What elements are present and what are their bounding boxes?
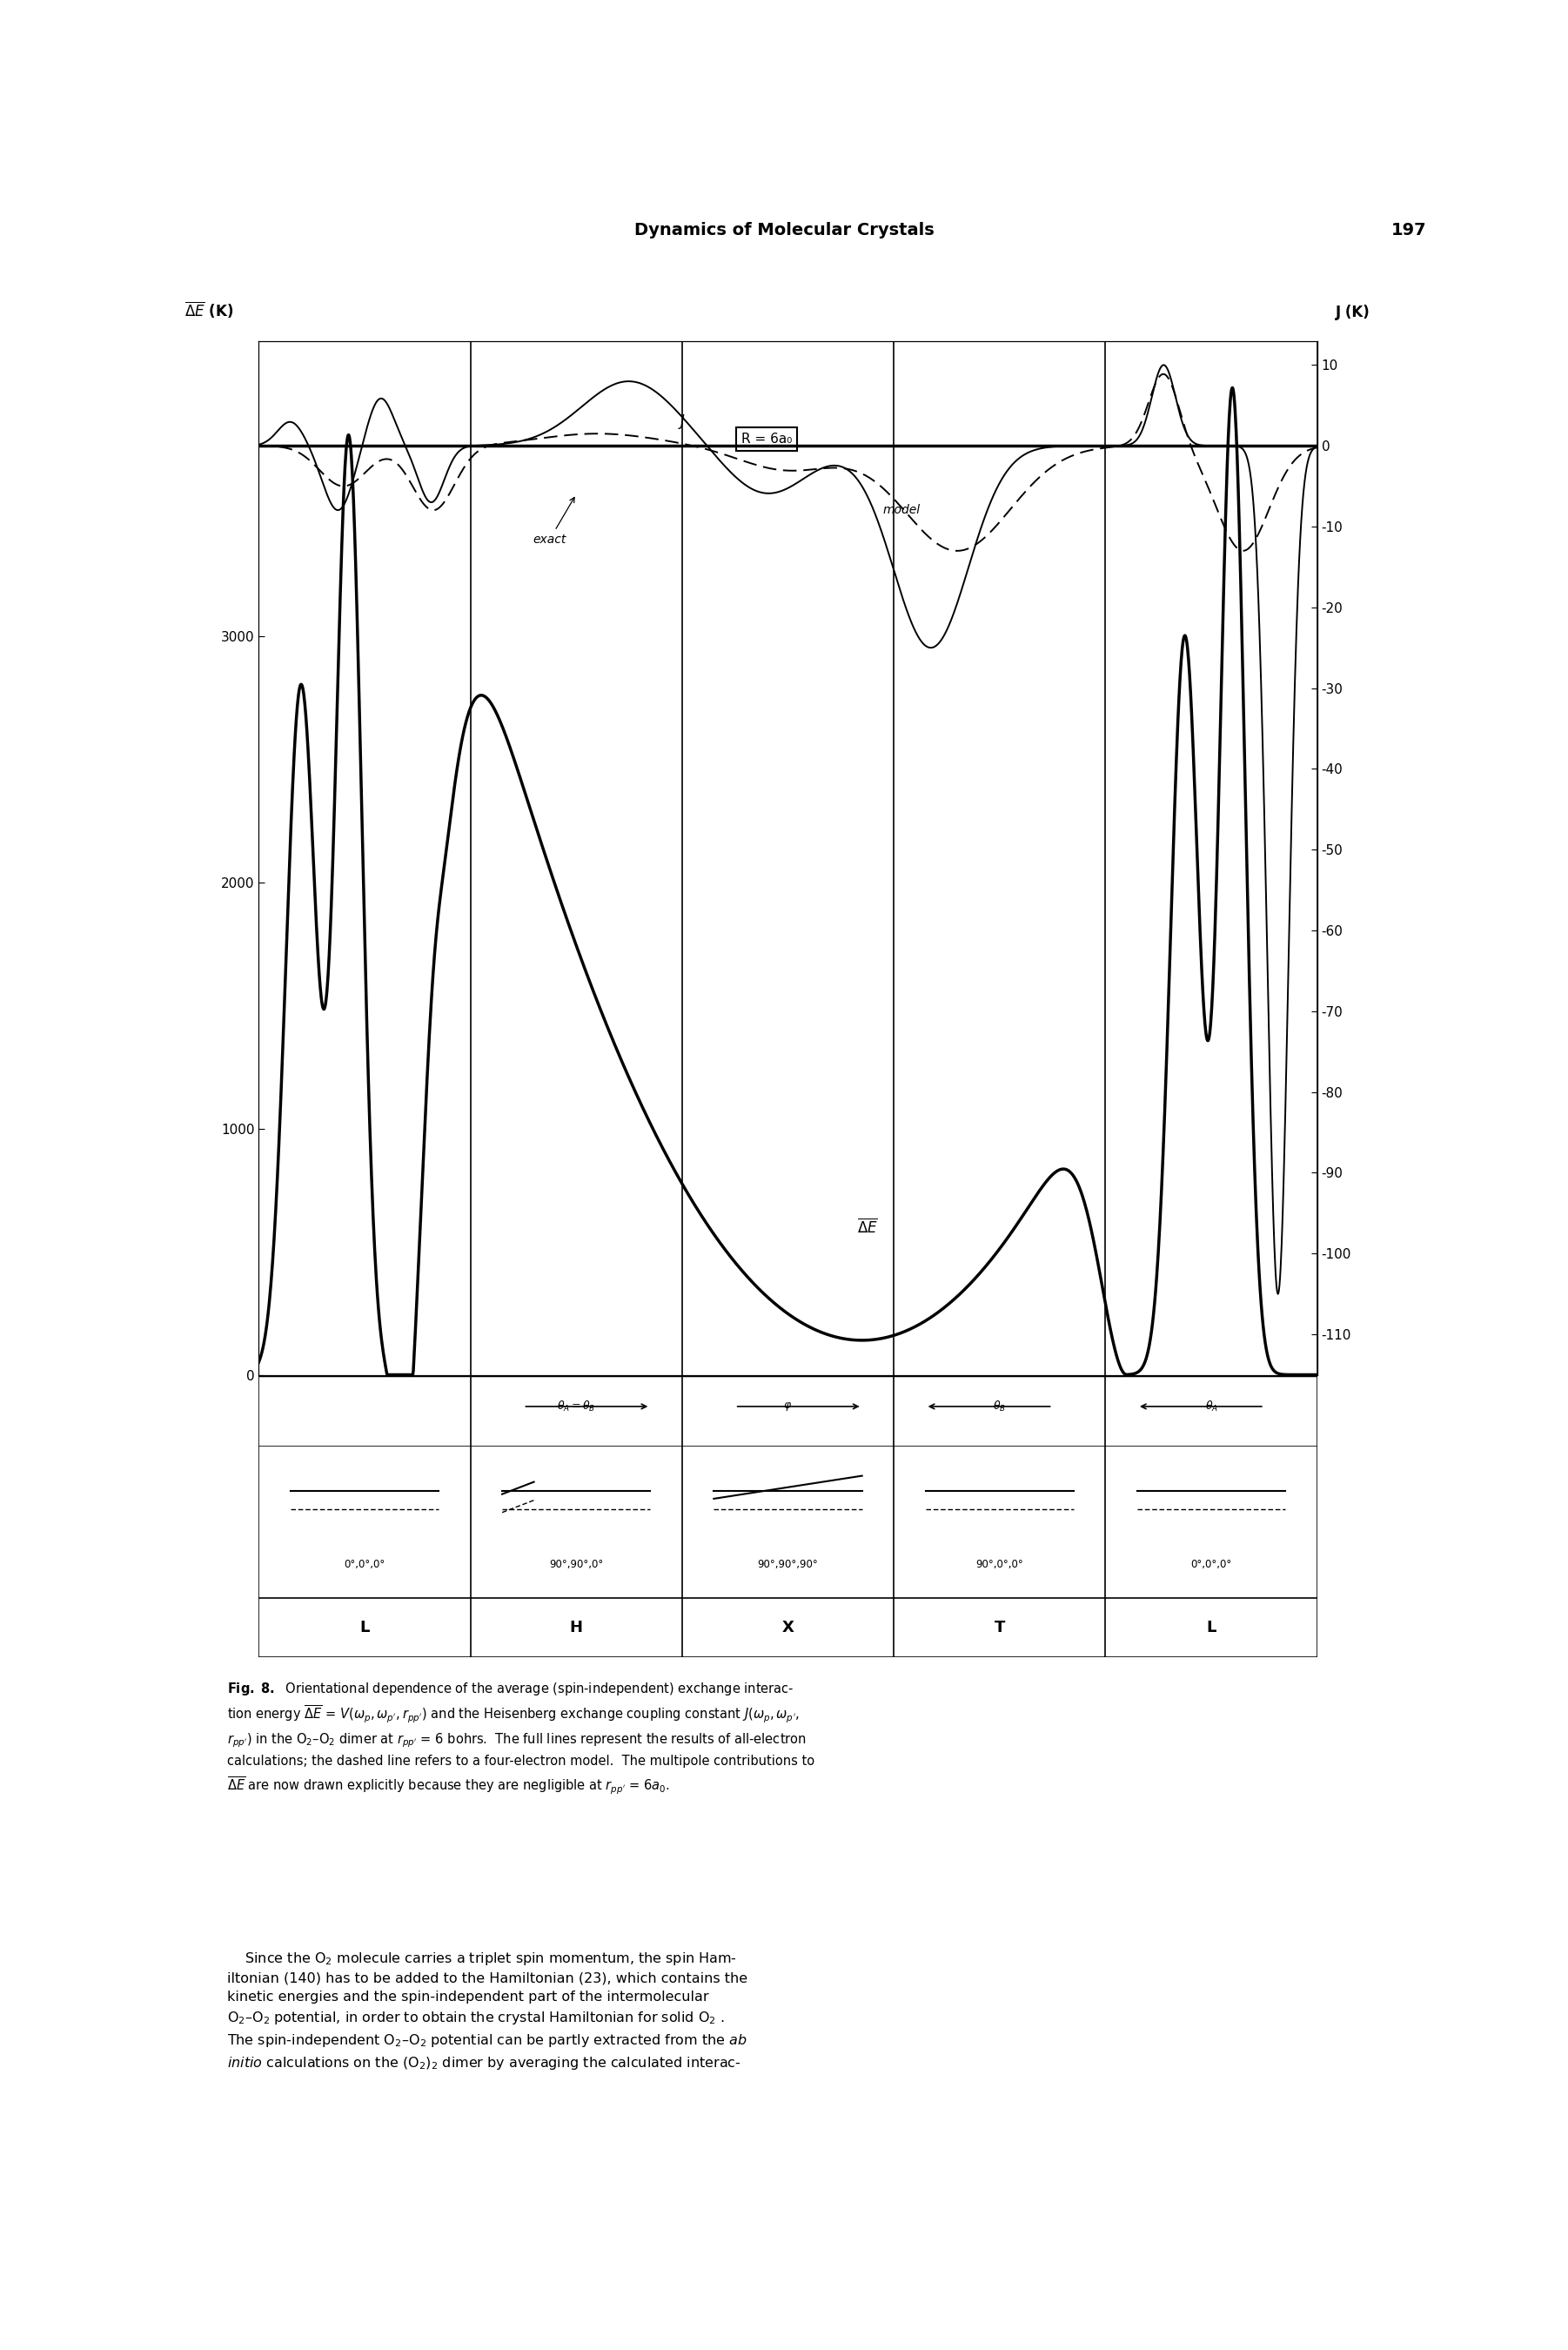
Text: $\mathbf{Fig.\ 8.}$  Orientational dependence of the average (spin-independent) : $\mathbf{Fig.\ 8.}$ Orientational depend… [227,1680,815,1795]
Text: T: T [994,1619,1005,1636]
Text: J (K): J (K) [1336,306,1370,320]
Text: L: L [1206,1619,1217,1636]
Text: model: model [883,505,920,517]
Text: $\theta_A=\theta_B$: $\theta_A=\theta_B$ [557,1401,596,1412]
Text: X: X [782,1619,793,1636]
Text: 90°,0°,0°: 90°,0°,0° [975,1558,1024,1570]
Text: 197: 197 [1391,221,1427,240]
Text: $J$: $J$ [677,411,687,430]
Text: $\theta_B$: $\theta_B$ [993,1401,1007,1412]
Text: 90°,90°,0°: 90°,90°,0° [549,1558,604,1570]
Text: 0°,0°,0°: 0°,0°,0° [343,1558,386,1570]
Text: L: L [359,1619,370,1636]
Text: exact: exact [533,498,574,545]
Text: H: H [569,1619,583,1636]
Text: 0°,0°,0°: 0°,0°,0° [1190,1558,1232,1570]
Text: 90°,90°,90°: 90°,90°,90° [757,1558,818,1570]
Text: Dynamics of Molecular Crystals: Dynamics of Molecular Crystals [633,221,935,240]
Text: R = 6a₀: R = 6a₀ [742,432,792,446]
Text: Since the O$_2$ molecule carries a triplet spin momentum, the spin Ham-
iltonian: Since the O$_2$ molecule carries a tripl… [227,1950,748,2070]
Text: $\theta_A$: $\theta_A$ [1204,1401,1218,1412]
Text: $\overline{\Delta E}$ (K): $\overline{\Delta E}$ (K) [185,301,234,320]
Text: $\varphi$: $\varphi$ [784,1401,792,1412]
Text: $\overline{\Delta E}$: $\overline{\Delta E}$ [856,1217,878,1236]
